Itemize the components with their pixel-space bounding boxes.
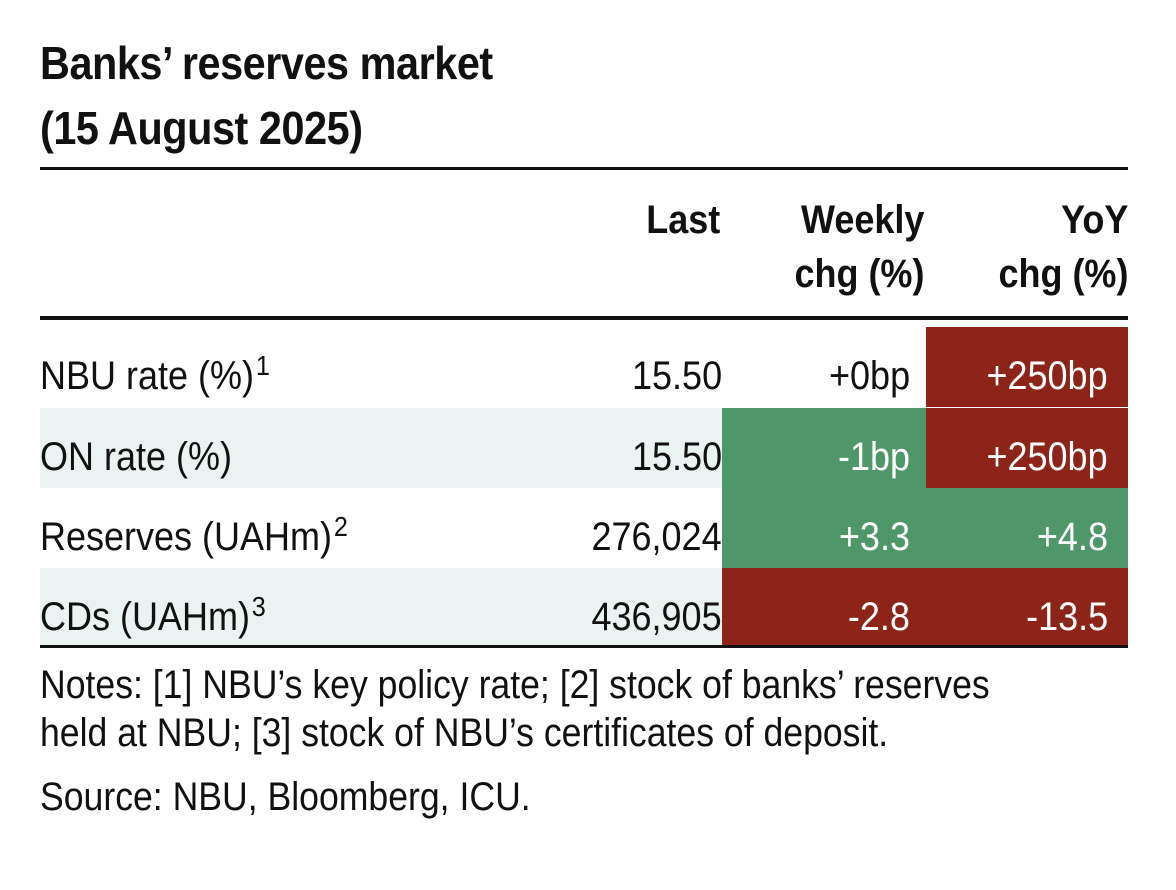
cell-weekly-value: -2.8 xyxy=(847,595,910,639)
footnote-marker: 2 xyxy=(333,511,348,542)
header-weekly-line-2: chg (%) xyxy=(794,252,924,296)
cell-last-value: 15.50 xyxy=(631,354,722,398)
cell-weekly: -2.8 xyxy=(722,568,926,648)
cell-yoy-value: +4.8 xyxy=(1036,515,1108,559)
cell-last-value: 276,024 xyxy=(591,515,722,559)
row-label-text: NBU rate (%) xyxy=(40,354,255,398)
header-yoy-chg: YoY chg (%) xyxy=(998,193,1128,301)
cell-yoy: +250bp xyxy=(926,408,1128,488)
header-last-label: Last xyxy=(645,198,720,242)
table-row-reserves: Reserves (UAHm) 2 276,024 +3.3 +4.8 xyxy=(40,488,1128,568)
cell-yoy: -13.5 xyxy=(926,568,1128,648)
cell-weekly: -1bp xyxy=(722,408,926,488)
row-label-text: CDs (UAHm) xyxy=(40,595,250,639)
cell-weekly-value: +3.3 xyxy=(838,515,910,559)
cell-weekly: +3.3 xyxy=(722,488,926,568)
notes-line-2: held at NBU; [3] stock of NBU’s certific… xyxy=(40,711,889,755)
cell-weekly-value: -1bp xyxy=(837,435,910,479)
cell-yoy-value: +250bp xyxy=(986,435,1108,479)
cell-yoy-value: +250bp xyxy=(986,354,1108,398)
cell-last-value: 436,905 xyxy=(591,595,722,639)
table-row-cds: CDs (UAHm) 3 436,905 -2.8 -13.5 xyxy=(40,568,1128,648)
header-weekly-chg: Weekly chg (%) xyxy=(794,193,924,301)
source-note: Source: NBU, Bloomberg, ICU. xyxy=(40,775,531,819)
cell-yoy-value: -13.5 xyxy=(1025,595,1108,639)
table-row-on-rate: ON rate (%) 15.50 -1bp +250bp xyxy=(40,408,1128,488)
header-last: Last xyxy=(646,193,720,247)
row-label-text: ON rate (%) xyxy=(40,435,233,479)
cell-weekly: +0bp xyxy=(722,327,926,407)
bottom-rule xyxy=(40,645,1128,648)
header-weekly-line-1: Weekly xyxy=(800,198,924,242)
header-rule xyxy=(40,316,1128,320)
cell-last: 15.50 xyxy=(522,327,722,407)
notes-line-1: Notes: [1] NBU’s key policy rate; [2] st… xyxy=(40,663,990,707)
header-yoy-line-1: YoY xyxy=(1060,198,1128,242)
table-title-line-1: Banks’ reserves market xyxy=(40,37,493,89)
top-rule xyxy=(40,167,1128,170)
table-row-nbu-rate: NBU rate (%) 1 15.50 +0bp +250bp xyxy=(40,327,1128,407)
row-label: CDs (UAHm) 3 xyxy=(40,568,266,648)
row-label: Reserves (UAHm) 2 xyxy=(40,488,348,568)
row-label-text: Reserves (UAHm) xyxy=(40,515,333,559)
row-label: NBU rate (%) 1 xyxy=(40,327,270,407)
row-label: ON rate (%) xyxy=(40,408,232,488)
footnote-marker: 3 xyxy=(251,591,266,622)
cell-last: 15.50 xyxy=(522,408,722,488)
cell-yoy: +4.8 xyxy=(926,488,1128,568)
cell-weekly-value: +0bp xyxy=(828,354,910,398)
header-yoy-line-2: chg (%) xyxy=(998,252,1128,296)
footnote-marker: 1 xyxy=(255,350,270,381)
cell-yoy: +250bp xyxy=(926,327,1128,407)
cell-last-value: 15.50 xyxy=(631,435,722,479)
cell-last: 436,905 xyxy=(522,568,722,648)
cell-last: 276,024 xyxy=(522,488,722,568)
table-title-line-2: (15 August 2025) xyxy=(40,102,363,154)
